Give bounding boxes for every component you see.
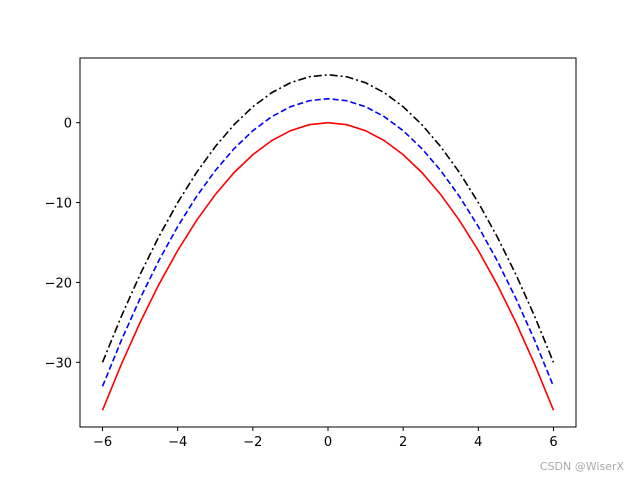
x-tick-label: −2 — [243, 435, 262, 450]
line-series — [101, 97, 555, 387]
x-tick-label: 4 — [474, 435, 482, 450]
x-tick-label: 2 — [399, 435, 407, 450]
x-tick-label: 0 — [324, 435, 332, 450]
plot-frame — [79, 57, 577, 428]
watermark: CSDN @WiserX — [540, 460, 625, 473]
line-series — [101, 121, 555, 411]
y-tick-label: −10 — [45, 197, 72, 212]
x-tick-label: −4 — [168, 435, 187, 450]
line-series — [101, 73, 555, 363]
y-tick-label: −30 — [45, 356, 72, 371]
x-tick-label: −6 — [93, 435, 112, 450]
x-tick-label: 6 — [549, 435, 557, 450]
y-tick-label: −20 — [45, 276, 72, 291]
y-tick-label: 0 — [64, 117, 72, 132]
